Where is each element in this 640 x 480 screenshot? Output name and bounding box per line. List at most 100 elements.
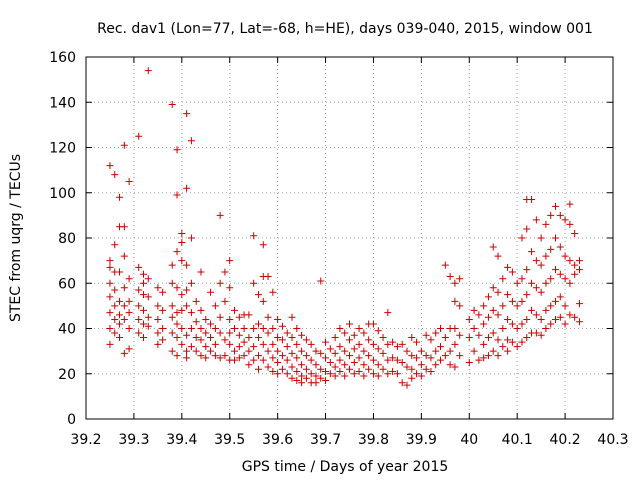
data-point bbox=[302, 365, 310, 373]
data-point bbox=[451, 297, 459, 305]
data-point bbox=[245, 347, 253, 355]
data-point bbox=[178, 340, 186, 348]
data-point bbox=[250, 343, 258, 351]
data-point bbox=[499, 275, 507, 283]
data-point bbox=[298, 372, 306, 380]
data-point bbox=[369, 370, 377, 378]
data-point bbox=[111, 315, 119, 323]
data-point bbox=[571, 313, 579, 321]
data-point bbox=[187, 137, 195, 145]
data-point bbox=[317, 365, 325, 373]
data-point bbox=[111, 171, 119, 179]
data-point bbox=[178, 306, 186, 314]
data-point bbox=[144, 67, 152, 75]
data-point bbox=[451, 363, 459, 371]
data-point bbox=[231, 347, 239, 355]
data-point bbox=[197, 306, 205, 314]
axis-ticks bbox=[85, 56, 614, 420]
data-point bbox=[269, 354, 277, 362]
data-point bbox=[183, 302, 191, 310]
data-point bbox=[566, 200, 574, 208]
data-point bbox=[235, 343, 243, 351]
data-point bbox=[159, 288, 167, 296]
data-point bbox=[120, 349, 128, 357]
data-point bbox=[139, 279, 147, 287]
data-point bbox=[322, 354, 330, 362]
data-point bbox=[226, 340, 234, 348]
data-point bbox=[561, 320, 569, 328]
data-point bbox=[293, 354, 301, 362]
data-point bbox=[547, 320, 555, 328]
data-point bbox=[499, 343, 507, 351]
data-point bbox=[293, 367, 301, 375]
y-tick-label: 20 bbox=[58, 367, 76, 383]
data-point bbox=[231, 306, 239, 314]
data-point bbox=[226, 284, 234, 292]
data-point bbox=[106, 279, 114, 287]
data-point bbox=[125, 177, 133, 185]
data-point bbox=[178, 229, 186, 237]
data-point bbox=[528, 279, 536, 287]
data-point bbox=[422, 352, 430, 360]
data-point bbox=[355, 367, 363, 375]
data-point bbox=[312, 379, 320, 387]
data-point bbox=[513, 279, 521, 287]
data-point bbox=[427, 367, 435, 375]
data-point bbox=[489, 347, 497, 355]
y-tick-label: 80 bbox=[58, 231, 76, 247]
data-point bbox=[484, 293, 492, 301]
x-tick-label: 39.5 bbox=[214, 432, 245, 448]
data-point bbox=[154, 302, 162, 310]
data-point bbox=[561, 216, 569, 224]
data-point bbox=[125, 345, 133, 353]
data-point bbox=[552, 297, 560, 305]
data-point bbox=[403, 381, 411, 389]
data-point bbox=[504, 336, 512, 344]
data-point bbox=[571, 270, 579, 278]
data-point bbox=[369, 320, 377, 328]
data-point bbox=[106, 257, 114, 265]
data-point bbox=[542, 279, 550, 287]
data-point bbox=[120, 302, 128, 310]
data-point bbox=[408, 374, 416, 382]
data-point bbox=[427, 336, 435, 344]
data-point bbox=[465, 315, 473, 323]
data-point bbox=[355, 325, 363, 332]
data-point bbox=[326, 345, 334, 353]
data-point bbox=[456, 302, 464, 310]
data-point bbox=[508, 297, 516, 305]
data-point bbox=[355, 340, 363, 348]
data-point bbox=[547, 302, 555, 310]
data-point bbox=[446, 361, 454, 369]
data-point bbox=[135, 263, 143, 271]
data-point bbox=[187, 343, 195, 351]
data-point bbox=[192, 318, 200, 326]
data-point bbox=[374, 361, 382, 369]
data-point bbox=[317, 277, 325, 285]
data-point bbox=[346, 365, 353, 373]
data-point bbox=[393, 343, 401, 351]
data-point bbox=[139, 334, 147, 342]
y-tick-label: 0 bbox=[67, 412, 76, 428]
data-point bbox=[235, 354, 243, 362]
data-point bbox=[322, 367, 330, 375]
data-point bbox=[494, 352, 502, 360]
data-point bbox=[389, 338, 397, 346]
data-point bbox=[489, 329, 497, 337]
data-point bbox=[341, 372, 349, 380]
data-point bbox=[532, 216, 540, 224]
data-point bbox=[346, 336, 353, 344]
data-point bbox=[221, 352, 229, 360]
data-point bbox=[437, 325, 445, 332]
data-point bbox=[264, 347, 272, 355]
data-point bbox=[480, 340, 488, 348]
data-point bbox=[566, 311, 574, 319]
data-point bbox=[221, 297, 229, 305]
x-axis-label: GPS time / Days of year 2015 bbox=[242, 459, 449, 475]
data-point bbox=[173, 320, 181, 328]
data-point bbox=[552, 202, 560, 210]
data-point bbox=[159, 306, 167, 314]
x-tick-label: 40 bbox=[460, 432, 478, 448]
data-point bbox=[374, 345, 382, 353]
